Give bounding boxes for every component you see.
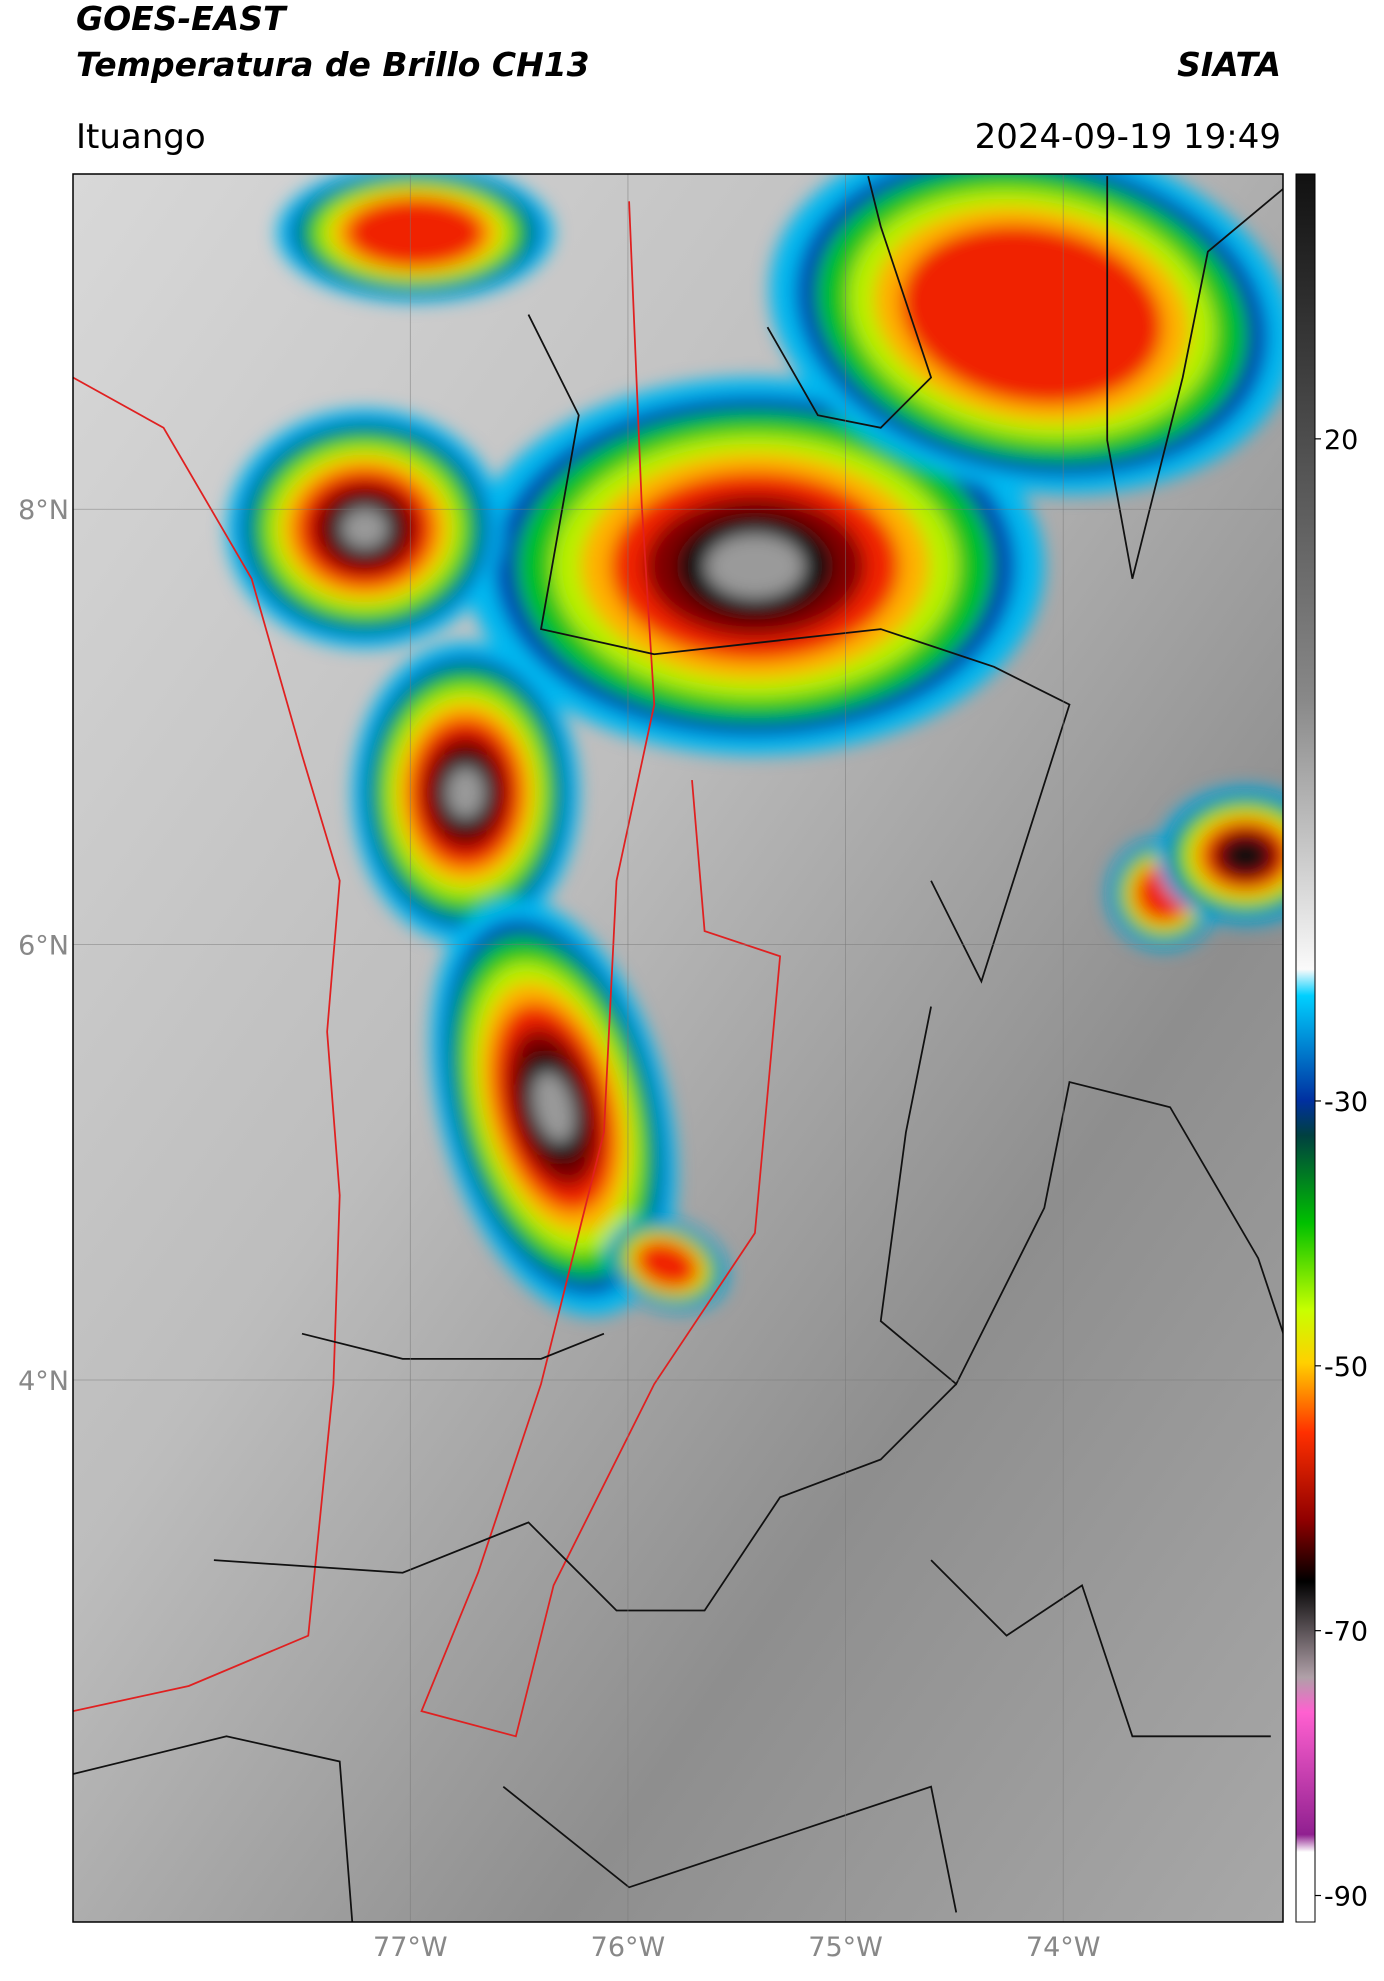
lat-tick-label: 6°N — [18, 931, 69, 962]
map-frame — [72, 173, 1284, 1923]
location-label: Ituango — [76, 117, 206, 157]
colorbar-tick-label: -30 — [1324, 1087, 1368, 1118]
lat-tick-label: 8°N — [18, 495, 69, 526]
lon-tick-label: 75°W — [808, 1932, 883, 1963]
lon-tick-label: 77°W — [373, 1932, 448, 1963]
lat-tick-label: 4°N — [18, 1366, 69, 1397]
colorbar-tick-label: -50 — [1324, 1352, 1368, 1383]
satellite-title: GOES-EAST — [76, 0, 288, 38]
colorbar-tick-label: -70 — [1324, 1617, 1368, 1648]
satellite-image — [73, 174, 1283, 1922]
colorbar-tick-label: 20 — [1324, 425, 1358, 456]
product-title: Temperatura de Brillo CH13 — [76, 45, 590, 84]
lon-tick-label: 76°W — [591, 1932, 666, 1963]
lon-tick-label: 74°W — [1026, 1932, 1101, 1963]
colorbar-tick-label: -90 — [1324, 1882, 1368, 1913]
colorbar — [1295, 173, 1316, 1923]
datetime-label: 2024-09-19 19:49 — [975, 117, 1281, 157]
source-label: SIATA — [1177, 45, 1281, 84]
